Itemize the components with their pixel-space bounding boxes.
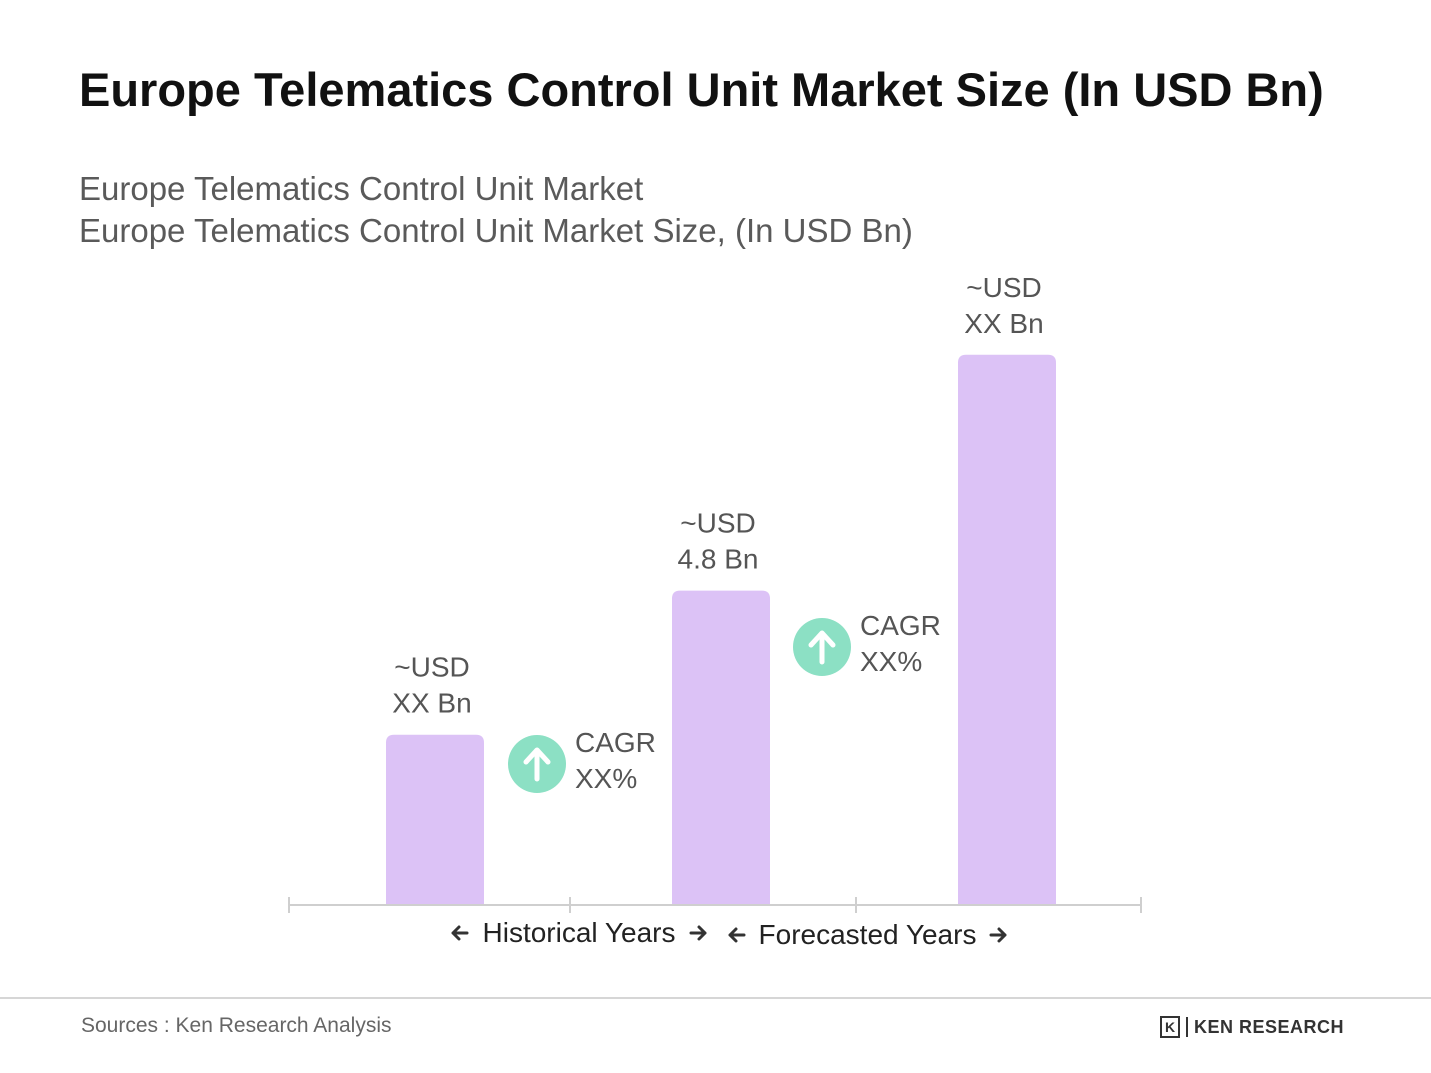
cagr-value: XX% <box>860 646 922 677</box>
arrow-left-icon <box>451 925 469 941</box>
bar-group: ~USD XX Bn <box>958 272 1056 905</box>
arrow-up-shape <box>523 747 551 782</box>
brand-mark-icon: K <box>1160 1016 1180 1038</box>
cagr-label: CAGR <box>860 610 941 641</box>
source-note: Sources : Ken Research Analysis <box>81 1014 392 1037</box>
brand-name: KEN RESEARCH <box>1194 1016 1345 1037</box>
arrow-right-icon <box>989 927 1007 943</box>
chart-title: Europe Telematics Control Unit Market Si… <box>79 63 1324 116</box>
bar <box>672 590 770 905</box>
cagr-value: XX% <box>575 763 637 794</box>
brand-separator <box>1186 1017 1188 1037</box>
arrow-left-icon <box>728 927 746 943</box>
bar <box>386 734 484 905</box>
arrow-up-shape <box>808 630 836 665</box>
bar-value-label: ~USD <box>966 272 1041 303</box>
period-label-group: Historical Years <box>451 917 707 948</box>
period-label-group: Forecasted Years <box>728 919 1007 950</box>
subtitle-line-2: Europe Telematics Control Unit Market Si… <box>79 212 913 249</box>
arrow-right-icon <box>689 925 707 941</box>
cagr-label: CAGR <box>575 727 656 758</box>
cagr-annotation: CAGR XX% <box>793 610 941 677</box>
period-label: Forecasted Years <box>759 919 977 950</box>
bar-value-label: ~USD <box>680 508 755 539</box>
bar-group: ~USD 4.8 Bn <box>672 508 770 905</box>
bar-value-label: XX Bn <box>392 688 471 719</box>
arrow-up-icon <box>523 747 551 782</box>
bar-value-label: XX Bn <box>964 308 1043 339</box>
bar-value-label: 4.8 Bn <box>678 544 759 575</box>
subtitle-line-1: Europe Telematics Control Unit Market <box>79 170 644 207</box>
bar-chart: ~USD XX Bn ~USD 4.8 Bn ~USD XX Bn CAGR XX% CAGR X… <box>288 272 1142 950</box>
bar-group: ~USD XX Bn <box>386 652 484 905</box>
brand-logo: K KEN RESEARCH <box>1160 1016 1344 1038</box>
cagr-annotation: CAGR XX% <box>508 727 656 794</box>
period-label: Historical Years <box>483 917 676 948</box>
bar <box>958 354 1056 905</box>
arrow-up-icon <box>808 630 836 665</box>
footer-divider <box>0 997 1431 999</box>
chart-subtitle: Europe Telematics Control Unit Market Eu… <box>79 168 913 252</box>
bar-value-label: ~USD <box>394 652 469 683</box>
